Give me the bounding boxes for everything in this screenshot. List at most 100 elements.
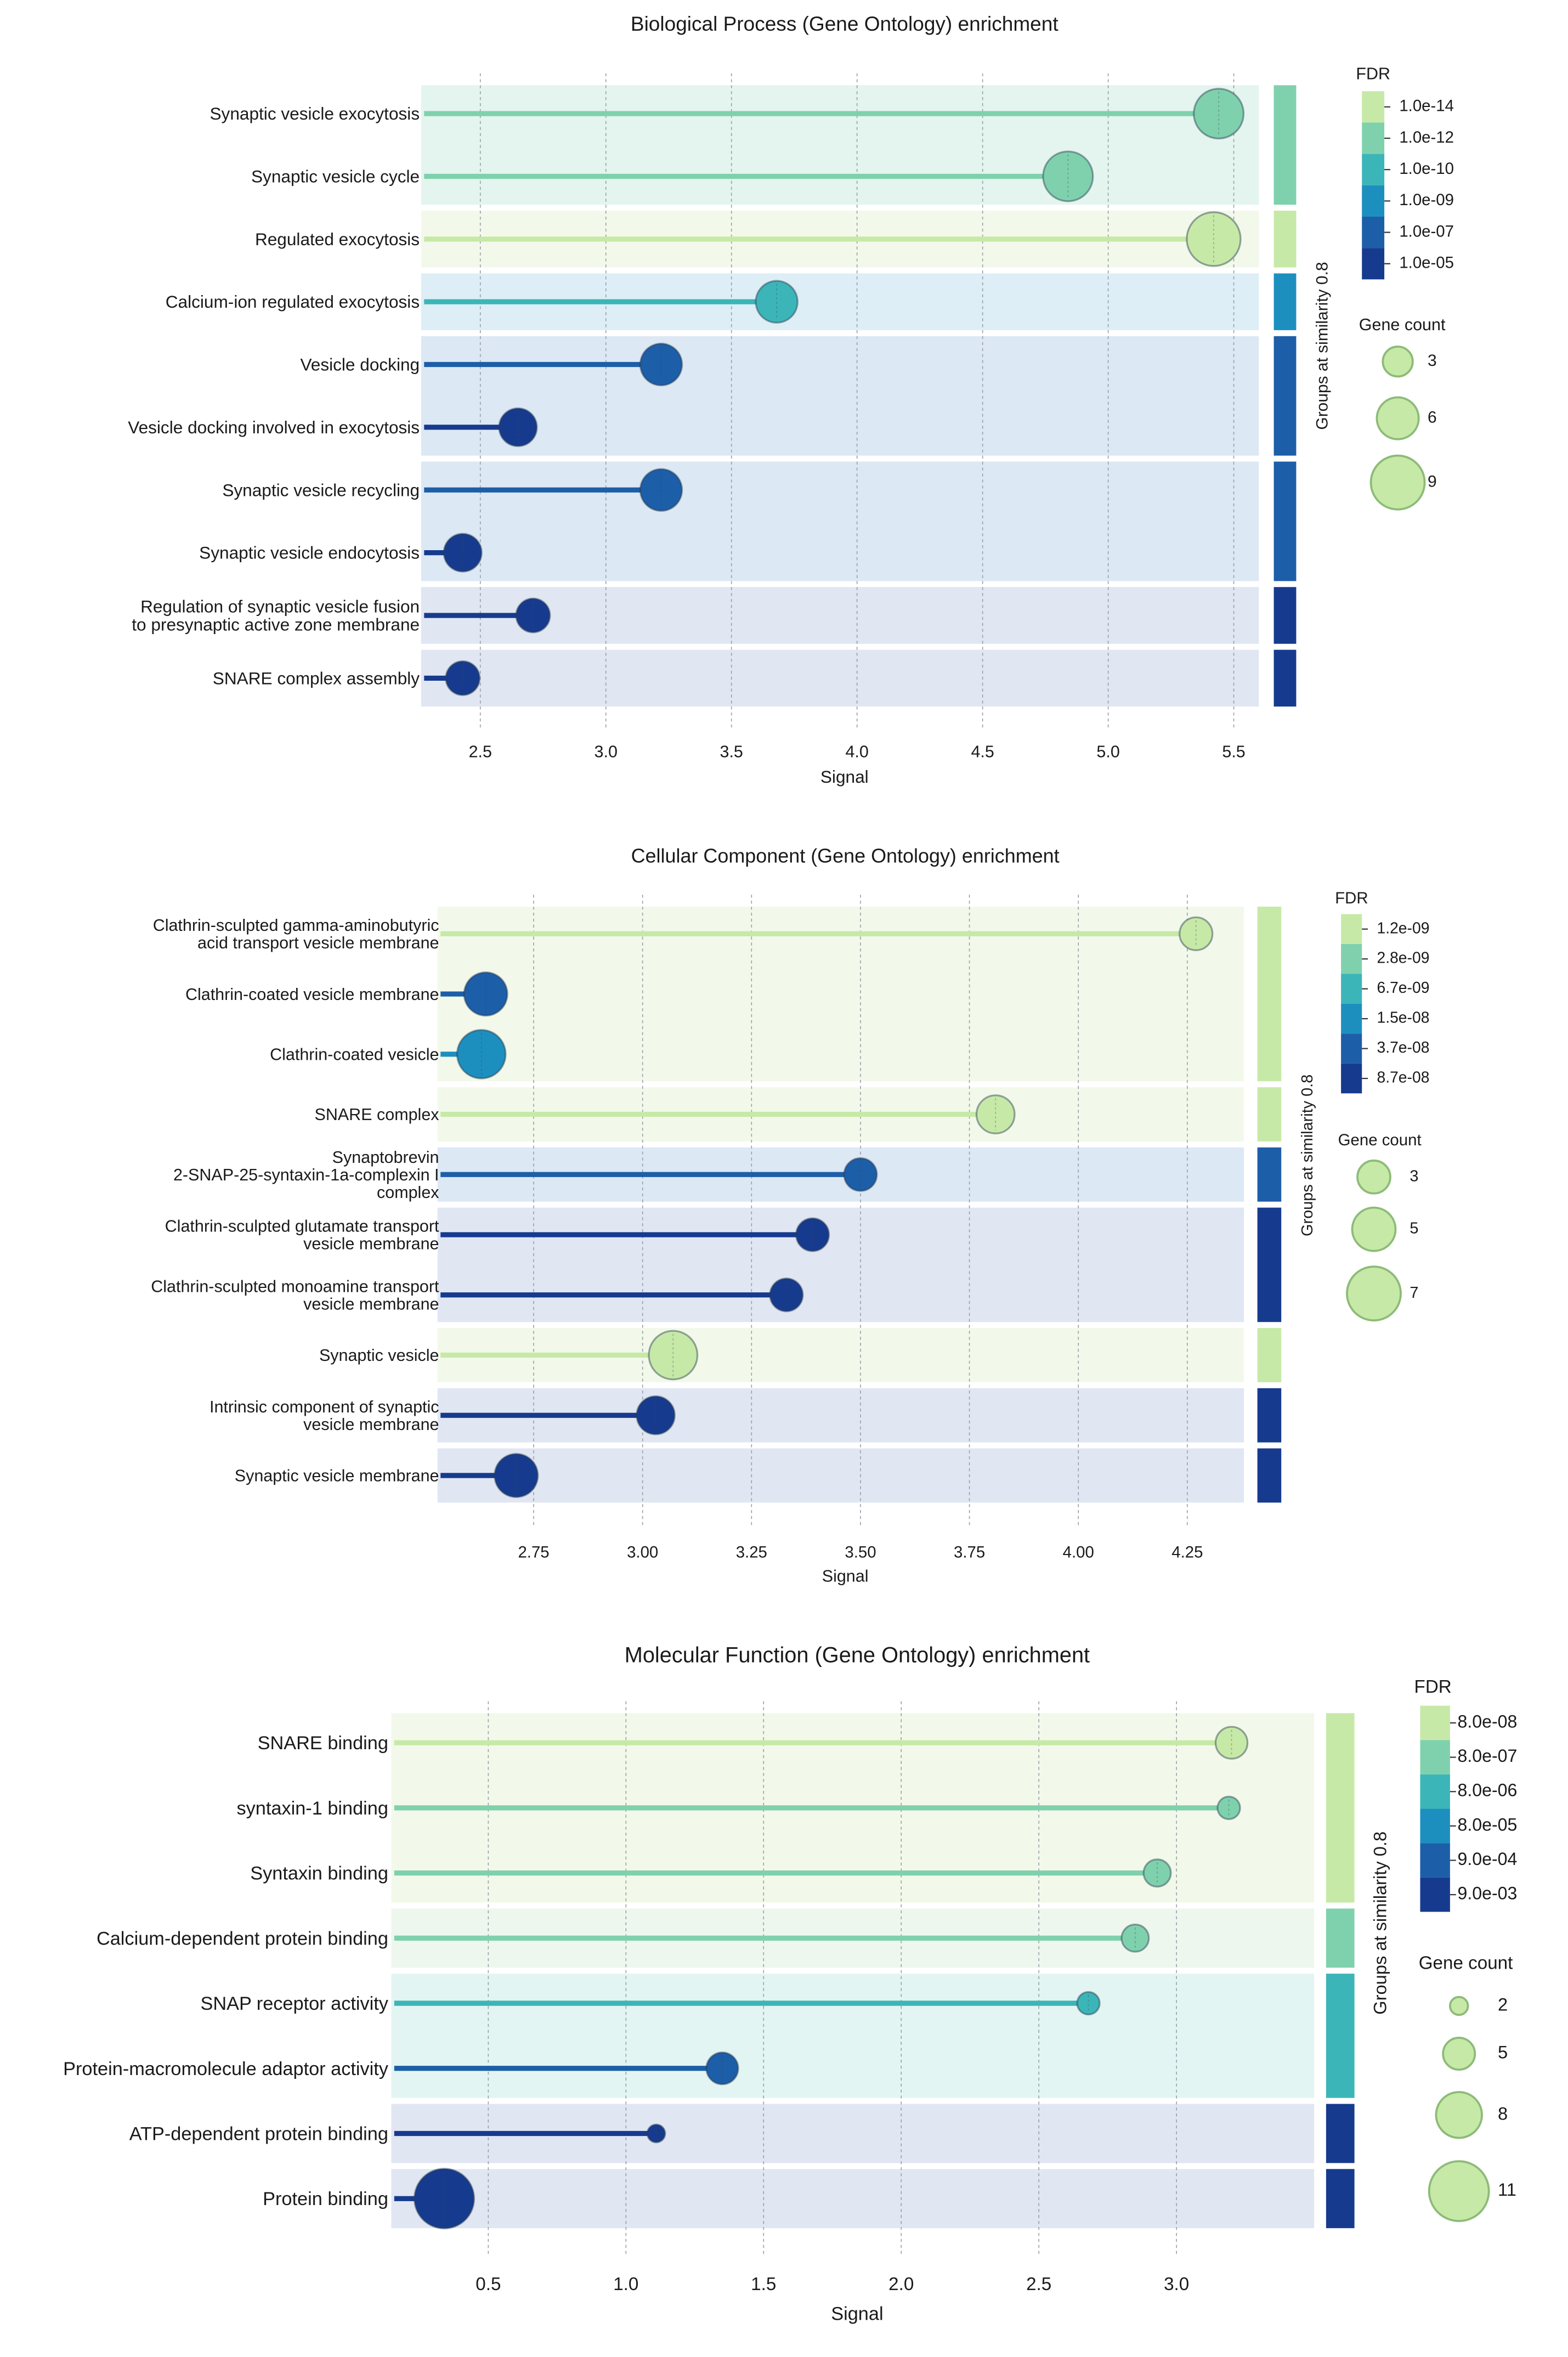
size-legend-label: 6 (1428, 408, 1437, 426)
group-band-3 (391, 1974, 1315, 2098)
term-label: SNARE binding (258, 1733, 388, 1754)
lollipop-bubble (1186, 211, 1242, 267)
x-tick-label: 3.75 (954, 1544, 985, 1562)
term-label: Protein binding (263, 2189, 388, 2209)
term-label: SNARE complex (315, 1105, 439, 1124)
size-legend-label: 11 (1498, 2179, 1516, 2200)
colorbar-swatch (1362, 185, 1385, 217)
colorbar-label: 8.7e-08 (1377, 1069, 1429, 1086)
term-label-line: Vesicle docking involved in exocytosis (128, 417, 420, 437)
x-tick-label: 4.0 (845, 743, 868, 761)
term-label-line: Clathrin-coated vesicle (270, 1045, 439, 1064)
x-tick-label: 1.0 (613, 2274, 638, 2294)
group-bar-1 (1326, 1713, 1355, 1903)
colorbar-label: 1.0e-10 (1399, 160, 1454, 178)
size-legend-label: 7 (1409, 1284, 1418, 1302)
group-bar-3 (1257, 1147, 1282, 1202)
x-tick-label: 0.5 (476, 2274, 501, 2294)
term-label: Regulation of synaptic vesicle fusion to … (132, 596, 420, 634)
lollipop-bubble (494, 1452, 539, 1499)
lollipop-bubble (1216, 1795, 1241, 1821)
term-label: Synaptobrevin 2-SNAP-25-syntaxin-1a-compl… (173, 1148, 439, 1202)
x-tick-label: 1.5 (751, 2274, 776, 2294)
term-label-line: syntaxin-1 binding (236, 1798, 388, 1819)
colorbar-swatch (1362, 154, 1385, 185)
x-tick-label: 2.0 (888, 2274, 914, 2294)
group-bar-6 (1273, 587, 1297, 644)
colorbar-label: 2.8e-09 (1377, 949, 1429, 966)
lollipop-bubble (636, 1395, 676, 1435)
colorbar-label: 1.2e-09 (1377, 919, 1429, 936)
term-label: SNARE complex assembly (213, 668, 420, 688)
colorbar-label: 9.0e-04 (1458, 1849, 1518, 1869)
colorbar-swatch (1420, 1843, 1450, 1878)
term-label: Calcium-ion regulated exocytosis (166, 292, 420, 312)
lollipop-bubble (1042, 150, 1094, 202)
term-label-line: Synaptic vesicle recycling (222, 480, 420, 500)
size-legend-circle (1428, 2160, 1490, 2222)
group-bar-2 (1273, 211, 1297, 268)
lollipop-bubble (755, 280, 799, 324)
enrichment-panel-2: Cellular Component (Gene Ontology) enric… (151, 845, 1429, 1586)
term-label-line: Regulation of synaptic vesicle fusion (140, 596, 420, 616)
lollipop-bubble (639, 342, 683, 387)
group-bar-5 (1273, 461, 1297, 581)
x-tick-label: 3.50 (845, 1544, 876, 1562)
colorbar-swatch (1341, 974, 1362, 1004)
group-band-4 (437, 1207, 1244, 1322)
group-band-4 (421, 336, 1259, 456)
term-label-line: SNAP receptor activity (200, 1993, 388, 2014)
term-label-line: Vesicle docking (300, 355, 420, 375)
colorbar-label: 3.7e-08 (1377, 1038, 1429, 1056)
lollipop-bubble (413, 2168, 476, 2230)
x-axis-label: Signal (822, 1567, 869, 1586)
colorbar-label: 1.0e-09 (1399, 191, 1454, 209)
group-bar-2 (1257, 1087, 1282, 1141)
term-label-line: complex (377, 1183, 439, 1202)
lollipop-bubble (1179, 916, 1214, 951)
colorbar-swatch (1362, 91, 1385, 123)
lollipop-bubble (498, 407, 538, 448)
lollipop-bubble (646, 2123, 666, 2144)
colorbar-title: FDR (1356, 64, 1390, 83)
group-band-5 (421, 461, 1259, 581)
lollipop-bubble (1120, 1923, 1150, 1953)
colorbar-swatch (1341, 1063, 1362, 1094)
chart-title: Molecular Function (Gene Ontology) enric… (625, 1643, 1090, 1667)
term-label-line: SNARE complex assembly (213, 668, 420, 688)
term-label-line: Calcium-ion regulated exocytosis (166, 292, 420, 312)
term-label-line: Synaptobrevin (332, 1148, 439, 1167)
lollipop-bubble (1193, 88, 1245, 140)
group-bar-5 (1326, 2169, 1355, 2229)
group-bar-4 (1273, 336, 1297, 456)
chart-title: Biological Process (Gene Ontology) enric… (631, 12, 1058, 35)
term-label-line: Synaptic vesicle cycle (251, 167, 420, 186)
term-label-line: Protein-macromolecule adaptor activity (63, 2059, 389, 2079)
colorbar-title: FDR (1414, 1677, 1452, 1697)
group-axis-label: Groups at similarity 0.8 (1299, 1075, 1316, 1236)
term-label-line: Synaptic vesicle (319, 1346, 439, 1365)
group-bar-2 (1326, 1908, 1355, 1968)
size-legend-circle (1375, 396, 1420, 440)
term-label: Synaptic vesicle cycle (251, 167, 420, 186)
size-legend-circle (1448, 1996, 1469, 2016)
x-tick-label: 2.5 (1026, 2274, 1051, 2294)
term-label: Syntaxin binding (250, 1863, 388, 1884)
group-band-6 (421, 587, 1259, 644)
size-legend-label: 3 (1409, 1167, 1418, 1185)
size-legend-label: 8 (1498, 2103, 1508, 2123)
lollipop-bubble (639, 468, 683, 512)
colorbar-swatch (1362, 216, 1385, 248)
lollipop-bubble (648, 1330, 699, 1381)
x-tick-label: 5.0 (1096, 743, 1119, 761)
term-label: SNAP receptor activity (200, 1993, 388, 2014)
term-label: Vesicle docking involved in exocytosis (128, 417, 420, 437)
x-tick-label: 3.0 (1164, 2274, 1189, 2294)
lollipop-bubble (975, 1094, 1016, 1134)
term-label-line: vesicle membrane (303, 1295, 439, 1313)
x-tick-label: 3.25 (736, 1544, 767, 1562)
term-label: Clathrin-coated vesicle (270, 1045, 439, 1064)
x-tick-label: 4.5 (971, 743, 994, 761)
size-legend-label: 9 (1428, 473, 1437, 491)
